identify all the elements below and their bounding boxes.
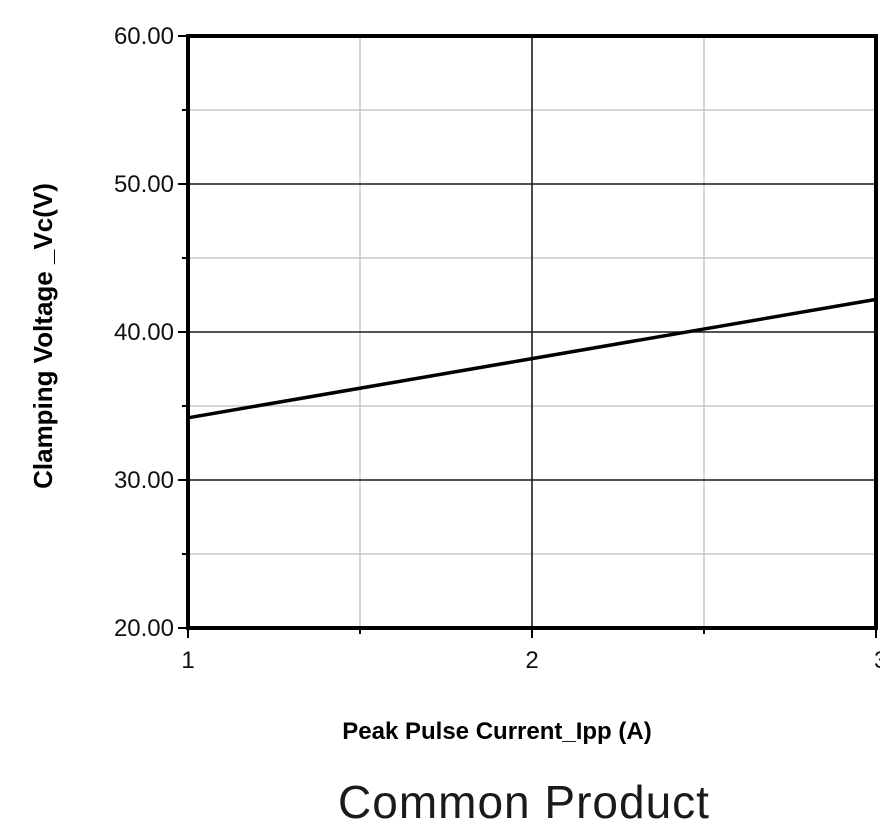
x-axis-title: Peak Pulse Current_Ipp (A) — [342, 718, 651, 745]
y-tick-label: 60.00 — [114, 23, 174, 50]
x-tick-label: 1 — [181, 647, 194, 674]
grid-layer — [188, 36, 876, 628]
x-tick-label: 3 — [874, 647, 880, 674]
y-tick-label: 40.00 — [114, 319, 174, 346]
series-layer — [187, 297, 877, 420]
tick-layer: 20.00 30.00 40.00 50.00 60.00 1 2 3 — [114, 23, 880, 674]
series-line — [187, 297, 877, 420]
y-axis-title: Clamping Voltage _Vc(V) — [28, 183, 58, 489]
y-tick-label: 50.00 — [114, 171, 174, 198]
figure-caption: Common Product — [338, 776, 710, 828]
y-tick-label: 30.00 — [114, 467, 174, 494]
x-tick-label: 2 — [525, 647, 538, 674]
y-tick-label: 20.00 — [114, 615, 174, 642]
